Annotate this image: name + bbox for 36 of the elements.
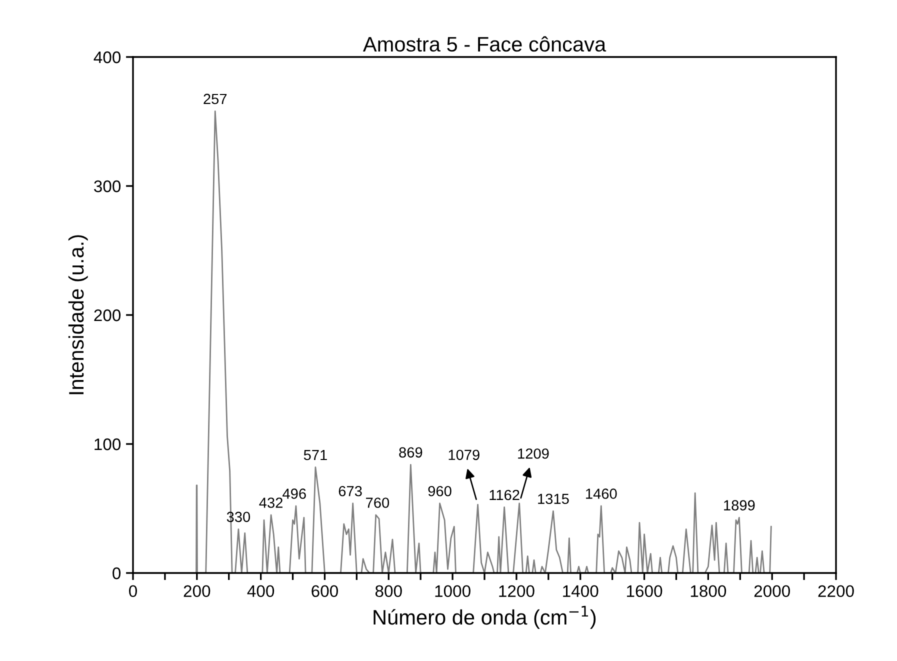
annotation: 496 — [282, 488, 306, 499]
x-tick-label: 800 — [375, 585, 402, 598]
x-tick-label: 400 — [247, 585, 274, 598]
annotation: 257 — [204, 94, 227, 104]
y-axis-title: Intensidade (u.a.) — [68, 235, 88, 394]
x-tick-label: 2000 — [754, 585, 790, 598]
x-axis-title: Número de onda (cm$^{−1}$) — [374, 606, 596, 629]
line-series — [196, 110, 772, 573]
annotation: 869 — [399, 447, 422, 458]
x-tick-label: 600 — [312, 585, 338, 598]
y-tick-label: 200 — [94, 309, 121, 322]
annotation: 1460 — [586, 488, 617, 499]
annotation: 1079 — [448, 450, 480, 460]
x-tick-label: 1000 — [435, 585, 470, 598]
annotation: 432 — [259, 498, 282, 508]
x-tick-label: 200 — [184, 585, 210, 598]
y-tick-label: 400 — [94, 51, 121, 64]
chart-title: Amostra 5 - Face côncava — [362, 36, 606, 52]
x-tick-label: 1200 — [499, 585, 534, 598]
annotation: 1899 — [724, 500, 755, 510]
annotation: 1315 — [538, 494, 569, 504]
x-tick-label: 1600 — [627, 585, 662, 598]
x-tick-label: 1800 — [690, 585, 726, 598]
annotation: 1209 — [518, 448, 549, 459]
annotation: 330 — [226, 512, 250, 522]
y-tick-label: 0 — [112, 567, 121, 580]
annotation: 760 — [366, 498, 390, 508]
annotation: 571 — [304, 450, 327, 460]
y-tick-label: 100 — [94, 438, 121, 450]
annotation: 673 — [338, 486, 362, 496]
y-tick-label: 300 — [94, 180, 121, 192]
x-tick-label: 2200 — [818, 585, 854, 598]
x-tick-label: 0 — [129, 585, 137, 598]
annotation: 960 — [428, 486, 452, 496]
x-tick-label: 1400 — [563, 585, 598, 598]
annotation: 1162 — [490, 490, 520, 500]
